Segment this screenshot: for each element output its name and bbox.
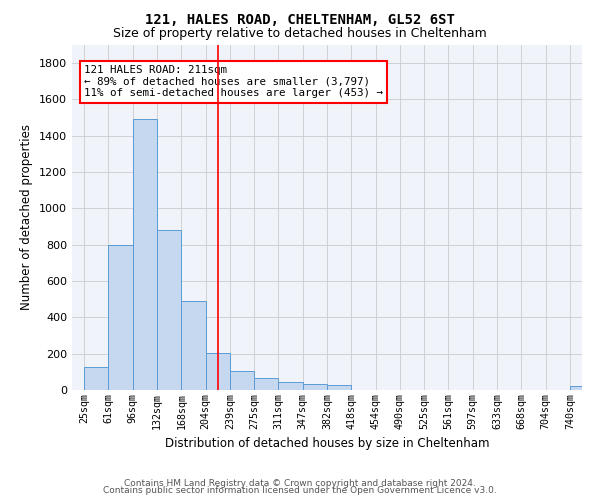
Bar — [278, 382, 303, 390]
X-axis label: Distribution of detached houses by size in Cheltenham: Distribution of detached houses by size … — [165, 437, 489, 450]
Bar — [303, 384, 327, 390]
Text: 121 HALES ROAD: 211sqm
← 89% of detached houses are smaller (3,797)
11% of semi-: 121 HALES ROAD: 211sqm ← 89% of detached… — [84, 65, 383, 98]
Bar — [230, 371, 254, 390]
Bar — [84, 368, 109, 390]
Bar — [109, 244, 133, 390]
Bar — [206, 353, 230, 390]
Bar — [157, 230, 181, 390]
Bar — [570, 386, 594, 390]
Text: Contains HM Land Registry data © Crown copyright and database right 2024.: Contains HM Land Registry data © Crown c… — [124, 478, 476, 488]
Bar — [133, 120, 157, 390]
Text: Contains public sector information licensed under the Open Government Licence v3: Contains public sector information licen… — [103, 486, 497, 495]
Y-axis label: Number of detached properties: Number of detached properties — [20, 124, 34, 310]
Text: 121, HALES ROAD, CHELTENHAM, GL52 6ST: 121, HALES ROAD, CHELTENHAM, GL52 6ST — [145, 12, 455, 26]
Bar — [327, 385, 351, 390]
Text: Size of property relative to detached houses in Cheltenham: Size of property relative to detached ho… — [113, 28, 487, 40]
Bar — [181, 301, 206, 390]
Bar — [254, 378, 278, 390]
